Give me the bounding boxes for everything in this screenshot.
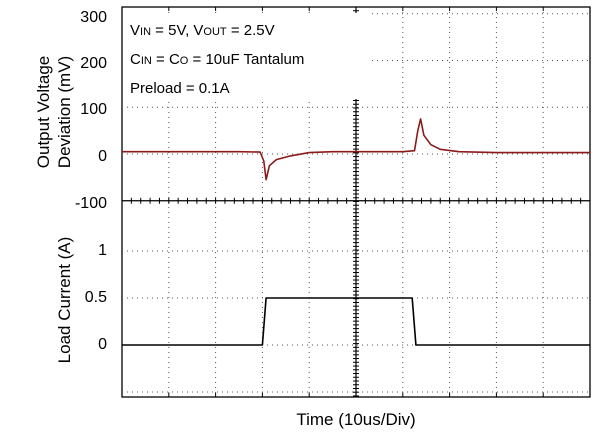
annotation-2-sub-in: IN xyxy=(141,55,152,67)
top-ytick-label: 300 xyxy=(80,9,107,26)
annotation-2-end: = 10uF Tantalum xyxy=(188,51,304,68)
annotation-1-sub-out: OUT xyxy=(203,26,227,38)
load-current-trace xyxy=(122,297,590,346)
annotation-line-3: Preload = 0.1A xyxy=(130,80,230,97)
annotation-1-mid: = 5V, V xyxy=(151,22,203,39)
annotation-1-end: = 2.5V xyxy=(227,22,275,39)
output-voltage-deviation-trace xyxy=(122,118,590,181)
top-ytick-label: -100 xyxy=(75,195,107,212)
annotation-1-v: V xyxy=(130,22,140,39)
bottom-ytick-label: 1 xyxy=(98,242,107,259)
top-ylabel-line1: Output Voltage xyxy=(34,56,53,168)
top-ytick-label: 100 xyxy=(80,101,107,118)
annotation-line-2: CIN = CO = 10uF Tantalum xyxy=(130,51,304,68)
top-ylabel-line2: Deviation (mV) xyxy=(55,56,74,168)
annotation-1-sub-in: IN xyxy=(140,26,151,38)
bottom-ytick-label: 0.5 xyxy=(85,289,107,306)
bottom-ylabel: Load Current (A) xyxy=(55,237,74,364)
annotation-box: VIN = 5V, VOUT = 2.5V CIN = CO = 10uF Ta… xyxy=(126,13,372,99)
xlabel: Time (10us/Div) xyxy=(296,410,415,429)
annotation-2-sub-o: O xyxy=(180,55,189,67)
annotation-2-c: C xyxy=(130,51,141,68)
top-ytick-labels: 300 200 100 0 -100 xyxy=(75,9,107,212)
top-ytick-label: 0 xyxy=(98,148,107,165)
bottom-ytick-labels: 1 0.5 0 xyxy=(85,242,107,353)
annotation-line-1: VIN = 5V, VOUT = 2.5V xyxy=(130,22,275,39)
annotation-background xyxy=(126,13,372,99)
traces xyxy=(122,118,590,346)
bottom-ytick-label: 0 xyxy=(98,336,107,353)
top-ytick-label: 200 xyxy=(80,55,107,72)
annotation-2-mid: = C xyxy=(152,51,180,68)
